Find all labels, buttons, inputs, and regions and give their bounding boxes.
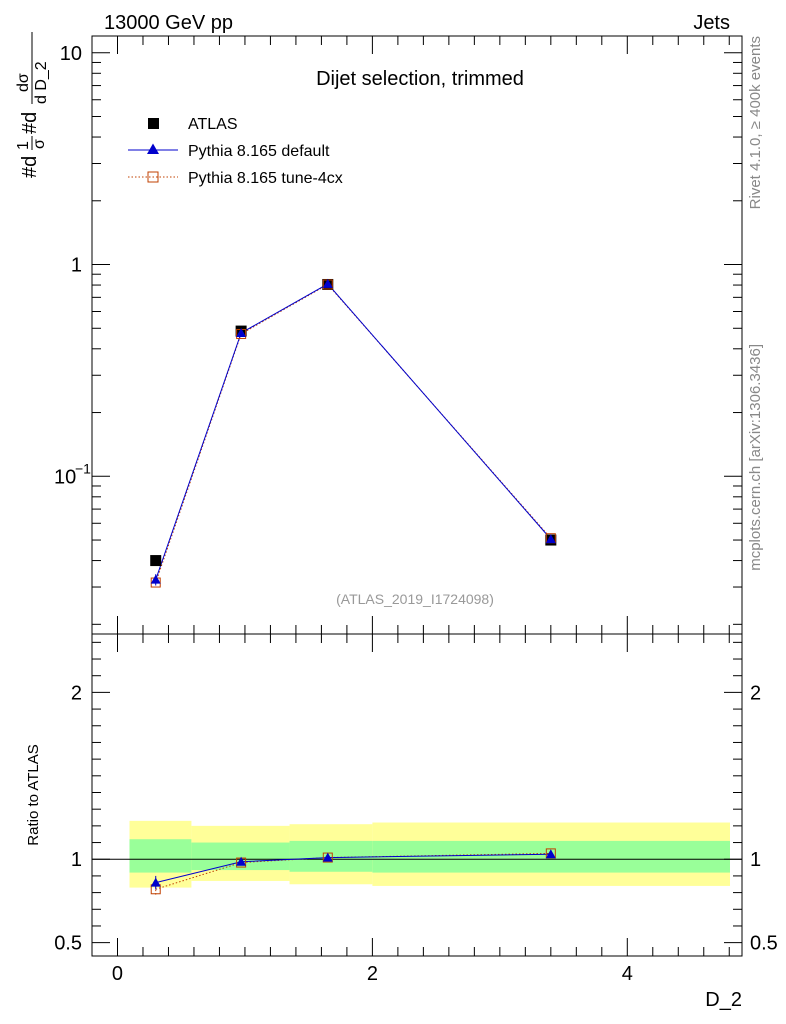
legend-default-label: Pythia 8.165 default	[188, 143, 330, 160]
legend-tune-marker	[147, 171, 159, 183]
xlabel: D_2	[705, 989, 742, 1011]
ratio-panel: 2 2 1 1 0.5 0.5 0 2 4 D_2	[54, 633, 778, 1011]
ratio-band-inner	[129, 839, 192, 873]
ratio-ytick-label-right: 2	[750, 682, 761, 704]
mcplots-label: mcplots.cern.ch [arXiv:1306.3436]	[747, 344, 764, 571]
ratio-series	[150, 848, 556, 896]
legend-default-marker	[147, 143, 159, 154]
main-ytick-exponent: −1	[75, 460, 91, 476]
default-line	[155, 283, 552, 580]
ylabel-mid: #d	[19, 112, 41, 134]
rivet-label: Rivet 4.1.0, ≥ 400k events	[747, 36, 764, 209]
ratio-xtick-label: 2	[367, 963, 378, 985]
default-point	[236, 327, 247, 337]
ratio-default-point	[236, 856, 247, 866]
ratio-ticks: 2 2 1 1 0.5 0.5 0 2 4	[54, 634, 778, 985]
main-ytick-label: 10	[54, 466, 76, 488]
analysis-tag: (ATLAS_2019_I1724098)	[336, 591, 494, 607]
legend-tune-label: Pythia 8.165 tune-4cx	[188, 170, 343, 187]
legend: ATLAS Pythia 8.165 default Pythia 8.165 …	[128, 116, 343, 187]
ratio-default-point	[322, 852, 333, 862]
default-point	[150, 574, 161, 584]
ratio-ytick-label-left: 2	[71, 682, 82, 704]
ratio-xtick-label: 4	[622, 963, 633, 985]
main-panel: Dijet selection, trimmed (ATLAS_2019_I17…	[54, 35, 743, 635]
ylabel-dsigma: dσ	[15, 73, 32, 92]
ratio-ytick-label-left: 1	[71, 849, 82, 871]
ylabel-one: 1	[15, 141, 32, 150]
process-label: Jets	[693, 12, 730, 34]
ratio-ytick-label-left: 0.5	[54, 933, 82, 955]
legend-atlas-marker	[148, 118, 159, 129]
ratio-xtick-label: 0	[112, 963, 123, 985]
ylabel-sigma: σ	[31, 139, 48, 149]
default-point	[322, 278, 333, 288]
ratio-ytick-label-right: 1	[750, 849, 761, 871]
main-ytick-label: 1	[71, 255, 82, 277]
main-series	[150, 278, 557, 588]
ratio-band-inner	[191, 842, 290, 871]
default-point	[545, 534, 556, 544]
ratio-ytick-label-right: 0.5	[750, 933, 778, 955]
energy-label: 13000 GeV pp	[104, 12, 233, 34]
ratio-default-point	[545, 849, 556, 859]
plot-title: Dijet selection, trimmed	[316, 68, 524, 90]
ratio-ylabel: Ratio to ATLAS	[25, 744, 42, 845]
ratio-default-line	[155, 853, 551, 884]
main-ytick-label: 10	[60, 43, 82, 65]
main-ylabel: #d 1 σ #d dσ d D_2	[15, 32, 50, 178]
ylabel-lhs: #d	[19, 156, 41, 178]
tune-line	[155, 283, 552, 583]
ylabel-dvar: d D_2	[33, 61, 50, 104]
ratio-bands	[129, 820, 730, 888]
ratio-band-inner	[289, 840, 373, 872]
atlas-point	[150, 555, 162, 567]
legend-atlas-label: ATLAS	[188, 116, 238, 133]
ratio-default-point	[150, 877, 161, 887]
ratio-frame	[91, 633, 743, 957]
